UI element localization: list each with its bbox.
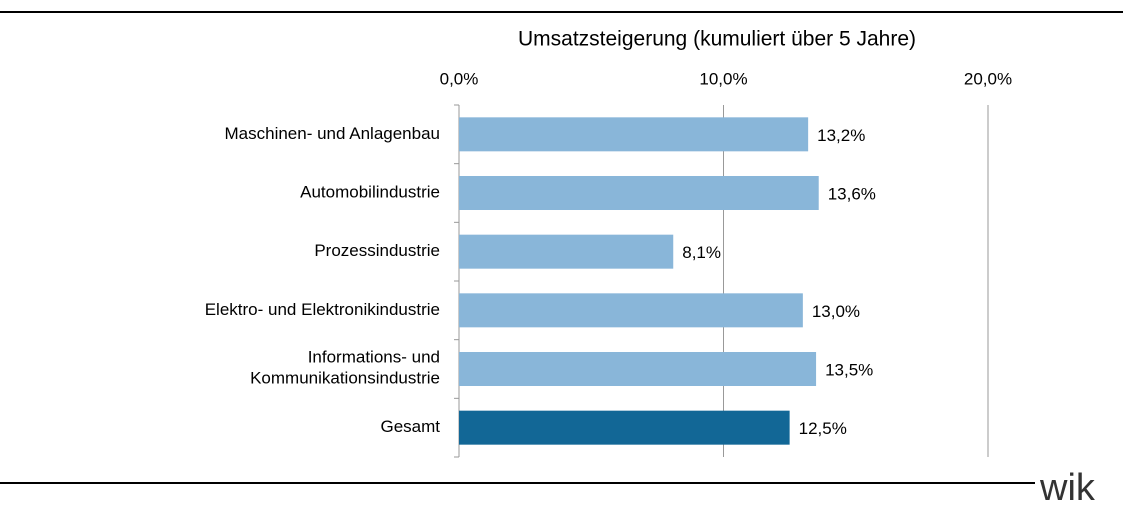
y-tick-label: Gesamt <box>380 417 440 436</box>
value-label: 12,5% <box>799 419 847 438</box>
y-tick-label: Elektro- und Elektronikindustrie <box>205 300 440 319</box>
y-tick-label: Maschinen- und Anlagenbau <box>225 124 441 143</box>
value-label: 13,5% <box>825 360 873 379</box>
chart-title: Umsatzsteigerung (kumuliert über 5 Jahre… <box>518 28 916 51</box>
value-label: 8,1% <box>682 243 721 262</box>
bar <box>459 293 803 328</box>
bar <box>459 352 817 386</box>
bar <box>459 176 819 210</box>
value-label: 13,6% <box>828 184 876 203</box>
x-tick-label: 20,0% <box>964 69 1012 88</box>
value-label: 13,0% <box>812 302 860 321</box>
value-label: 13,2% <box>817 126 865 145</box>
x-tick-label: 0,0% <box>440 69 479 88</box>
bar <box>459 410 790 445</box>
y-tick-label: Automobilindustrie <box>300 182 440 201</box>
x-tick-label: 10,0% <box>699 69 747 88</box>
bar <box>459 117 809 152</box>
y-tick-label: Prozessindustrie <box>314 241 440 260</box>
logo: wik <box>1039 467 1096 509</box>
bar <box>459 234 674 269</box>
y-tick-label: Informations- und Kommunikationsindustrie <box>250 348 440 388</box>
